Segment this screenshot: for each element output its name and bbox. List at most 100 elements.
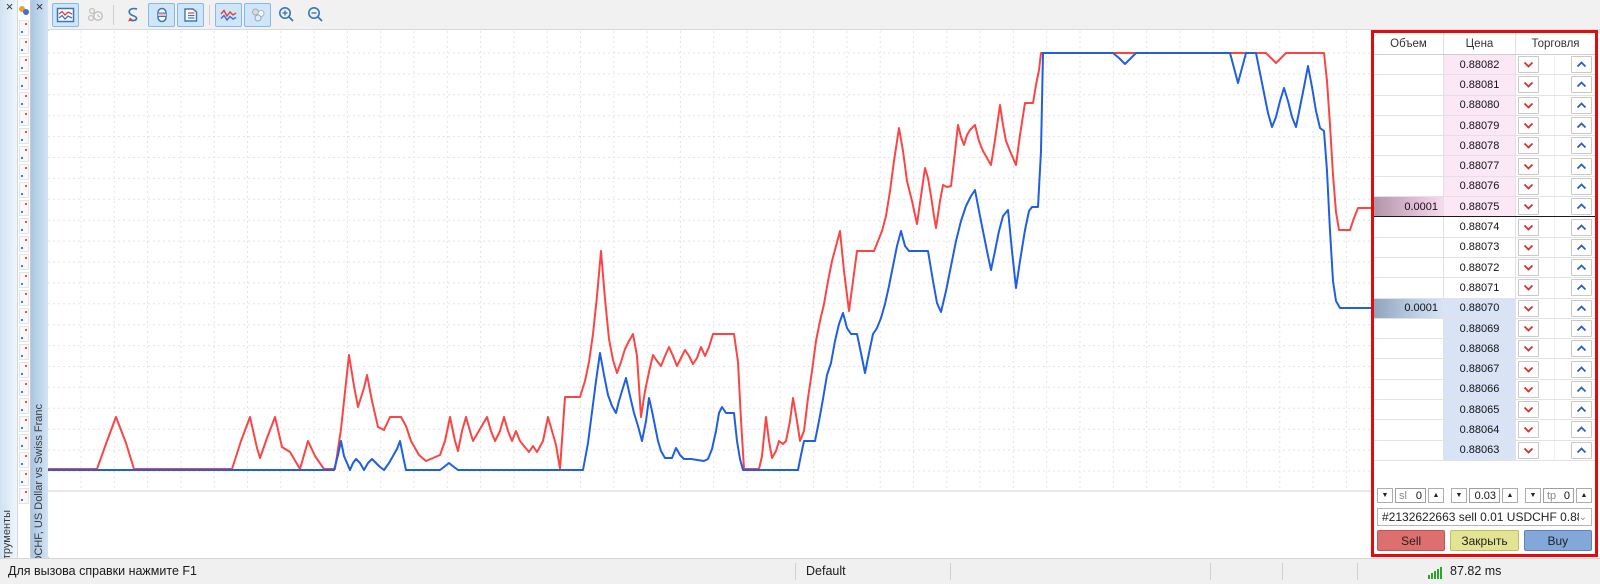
sell-chevron-button[interactable]: [1518, 56, 1539, 74]
buy-chevron-button[interactable]: [1571, 320, 1592, 337]
mini-chart-item[interactable]: [19, 38, 29, 54]
mini-chart-item[interactable]: [19, 218, 29, 234]
mini-chart-item[interactable]: [19, 272, 29, 288]
price-cell[interactable]: 0.88074: [1444, 217, 1516, 237]
buy-chevron-button[interactable]: [1571, 198, 1592, 216]
price-cell[interactable]: 0.88072: [1444, 257, 1516, 278]
sell-chevron-button[interactable]: [1518, 401, 1539, 419]
mini-chart-item[interactable]: [19, 488, 29, 504]
symbol-pair-icon[interactable]: [19, 2, 29, 18]
sl-decrement-button[interactable]: ▼: [1377, 488, 1393, 503]
mini-chart-item[interactable]: [19, 470, 29, 486]
buy-chevron-button[interactable]: [1571, 401, 1592, 419]
buy-chevron-button[interactable]: [1571, 360, 1592, 378]
mini-chart-item[interactable]: [19, 110, 29, 126]
buy-chevron-button[interactable]: [1571, 96, 1592, 114]
mini-chart-item[interactable]: [19, 290, 29, 306]
flag-list-button[interactable]: [177, 2, 204, 27]
mini-chart-item[interactable]: [19, 308, 29, 324]
sell-chevron-button[interactable]: [1518, 177, 1539, 195]
buy-chevron-button[interactable]: [1571, 441, 1592, 459]
mini-chart-item[interactable]: [19, 56, 29, 72]
sell-chevron-button[interactable]: [1518, 137, 1539, 155]
price-cell[interactable]: 0.88077: [1444, 156, 1516, 176]
price-cell[interactable]: 0.88067: [1444, 359, 1516, 379]
sell-chevron-button[interactable]: [1518, 421, 1539, 439]
mini-chart-item[interactable]: [19, 92, 29, 108]
mini-strip[interactable]: [18, 0, 31, 558]
price-cell[interactable]: 0.88063: [1444, 440, 1516, 460]
mini-chart-item[interactable]: [19, 74, 29, 90]
buy-chevron-button[interactable]: [1571, 157, 1592, 175]
mini-chart-item[interactable]: [19, 416, 29, 432]
mini-chart-item[interactable]: [19, 398, 29, 414]
history-clock-button[interactable]: [81, 3, 108, 27]
price-cell[interactable]: 0.88069: [1444, 318, 1516, 339]
price-cell[interactable]: 0.88076: [1444, 176, 1516, 197]
tools-dock-strip[interactable]: [0, 0, 18, 558]
sell-chevron-button[interactable]: [1518, 441, 1539, 459]
sl-increment-button[interactable]: ▲: [1428, 488, 1444, 503]
price-cell[interactable]: 0.88068: [1444, 339, 1516, 359]
price-cell[interactable]: 0.88064: [1444, 420, 1516, 440]
buy-chevron-button[interactable]: [1571, 299, 1592, 317]
buy-chevron-button[interactable]: [1571, 238, 1592, 256]
tp-increment-button[interactable]: ▲: [1576, 488, 1592, 503]
buy-chevron-button[interactable]: [1571, 117, 1592, 135]
sell-button[interactable]: Sell: [1377, 530, 1446, 551]
tp-decrement-button[interactable]: ▼: [1525, 488, 1541, 503]
sell-chevron-button[interactable]: [1518, 340, 1539, 358]
sell-chevron-button[interactable]: [1518, 259, 1539, 277]
buy-chevron-button[interactable]: [1571, 76, 1592, 94]
sl-field[interactable]: sl 0: [1395, 488, 1426, 503]
sell-chevron-button[interactable]: [1518, 117, 1539, 135]
price-cell[interactable]: 0.88073: [1444, 237, 1516, 257]
tick-chart[interactable]: [48, 31, 1371, 557]
sell-chevron-button[interactable]: [1518, 157, 1539, 175]
mini-chart-item[interactable]: [19, 380, 29, 396]
mini-chart-item[interactable]: [19, 254, 29, 270]
mini-chart-item[interactable]: [19, 362, 29, 378]
buy-chevron-button[interactable]: [1571, 177, 1592, 195]
zoom-in-button[interactable]: [273, 3, 300, 27]
buy-chevron-button[interactable]: [1571, 137, 1592, 155]
sell-chevron-button[interactable]: [1518, 279, 1539, 297]
zoom-out-button[interactable]: [302, 3, 329, 27]
tp-field[interactable]: tp 0: [1543, 488, 1574, 503]
status-latency[interactable]: 87.82 ms: [1450, 564, 1502, 578]
mini-chart-item[interactable]: [19, 146, 29, 162]
buy-chevron-button[interactable]: [1571, 380, 1592, 398]
buy-chevron-button[interactable]: [1571, 56, 1592, 74]
buy-chevron-button[interactable]: [1571, 279, 1592, 297]
buy-chevron-button[interactable]: [1571, 421, 1592, 439]
depth-capsule-button[interactable]: [148, 2, 175, 27]
mini-chart-item[interactable]: [19, 344, 29, 360]
price-cell[interactable]: 0.88065: [1444, 400, 1516, 420]
mini-chart-item[interactable]: [19, 200, 29, 216]
bubbles-button[interactable]: [244, 2, 271, 27]
price-cell[interactable]: 0.88070: [1444, 298, 1516, 318]
price-cell[interactable]: 0.88082: [1444, 55, 1516, 75]
mini-chart-item[interactable]: [19, 128, 29, 144]
lot-decrement-button[interactable]: ▼: [1451, 488, 1467, 503]
close-chart-icon[interactable]: ×: [35, 0, 44, 14]
buy-chevron-button[interactable]: [1571, 218, 1592, 236]
lot-field[interactable]: 0.03: [1469, 488, 1500, 503]
close-position-button[interactable]: Закрыть: [1450, 530, 1519, 551]
buy-chevron-button[interactable]: [1571, 340, 1592, 358]
price-cell[interactable]: 0.88066: [1444, 379, 1516, 400]
sell-chevron-button[interactable]: [1518, 360, 1539, 378]
mini-chart-item[interactable]: [19, 164, 29, 180]
sell-chevron-button[interactable]: [1518, 76, 1539, 94]
buy-button[interactable]: Buy: [1523, 530, 1592, 551]
sell-chevron-button[interactable]: [1518, 218, 1539, 236]
mini-chart-item[interactable]: [19, 326, 29, 342]
curve-5-button[interactable]: [119, 3, 146, 27]
price-cell[interactable]: 0.88079: [1444, 115, 1516, 136]
price-cell[interactable]: 0.88078: [1444, 136, 1516, 156]
mini-chart-item[interactable]: [19, 434, 29, 450]
tick-chart-window-button[interactable]: [52, 2, 79, 27]
price-cell[interactable]: 0.88080: [1444, 95, 1516, 115]
sell-chevron-button[interactable]: [1518, 238, 1539, 256]
buy-chevron-button[interactable]: [1571, 259, 1592, 277]
